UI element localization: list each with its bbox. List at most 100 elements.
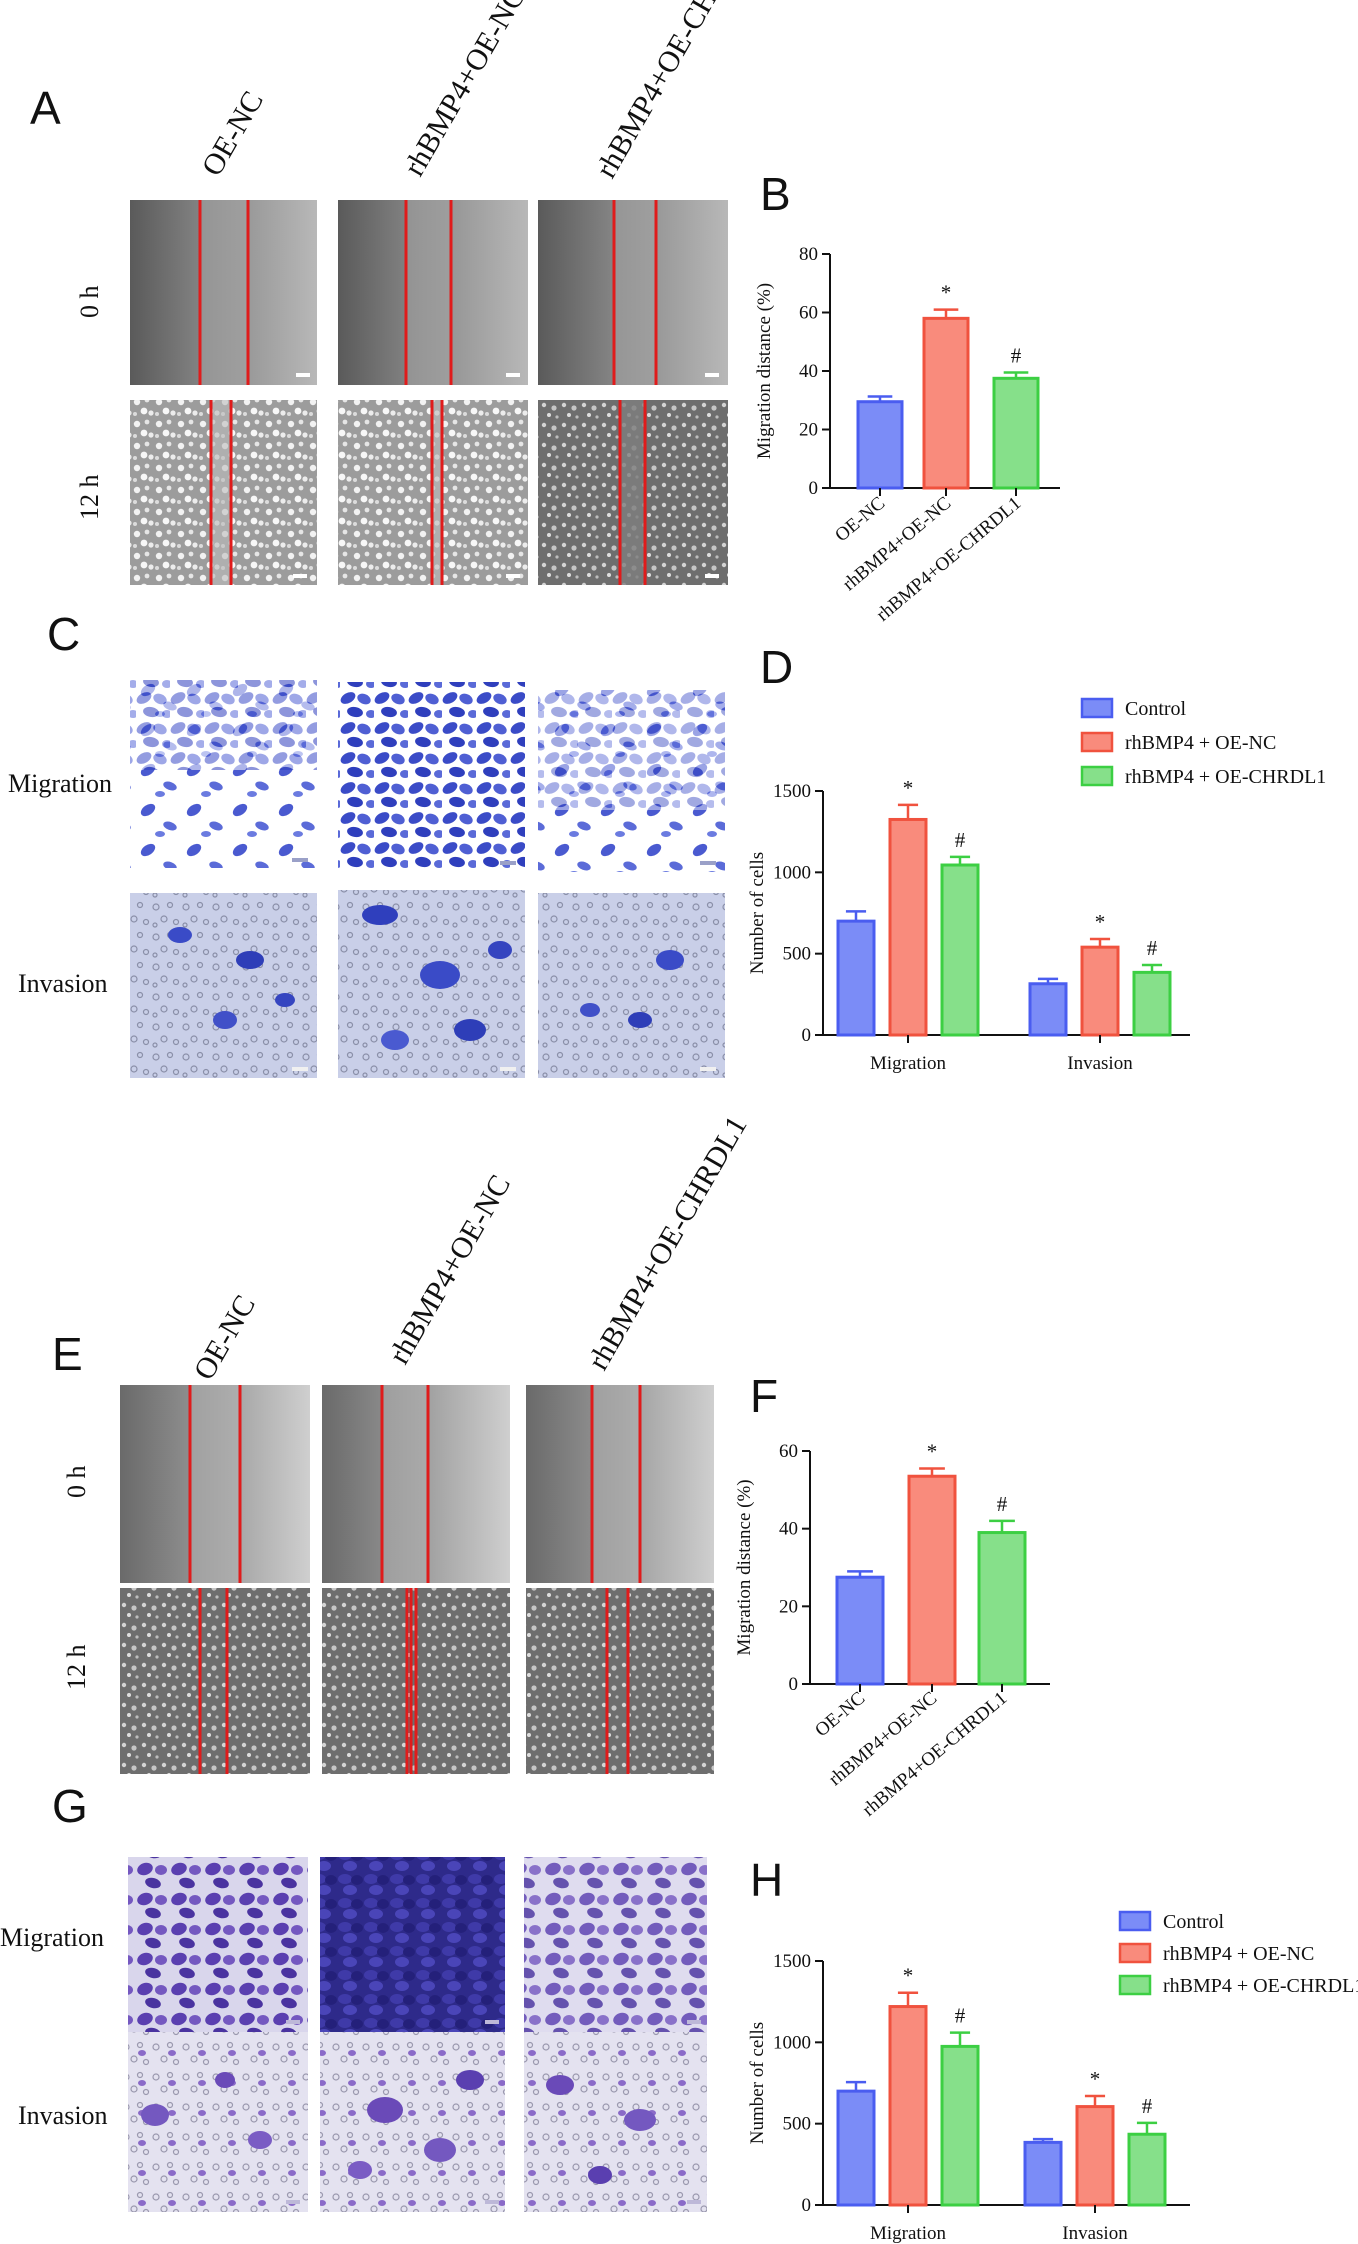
micrograph-c-migration-rhbmp4-oe-chrdl1 [538,690,725,872]
panel-c: Migration Invasion [8,680,725,1078]
bar-b-2 [992,376,1040,490]
significance-mark-d-0-2: # [955,828,966,852]
micrograph-g-invasion-rhbmp4-oe-chrdl1 [524,2032,707,2212]
bar-b-1 [922,316,970,490]
micrograph-a-12h-oe-nc [130,400,317,585]
micrograph-a-0h-oe-nc [130,200,317,385]
legend-swatch-h-1 [1118,1942,1152,1964]
micrograph-e-12h-rhbmp4-oe-nc [322,1588,510,1774]
significance-mark-h-0-2: # [955,2004,966,2028]
y-tick-label-b-3: 60 [799,303,818,324]
panel-letter-b: B [760,168,791,220]
x-tick-label-h-0: Migration [870,2223,946,2244]
micrograph-e-0h-rhbmp4-oe-chrdl1 [526,1385,714,1583]
column-label-rhbmp4-oe-nc-e: rhBMP4+OE-NC [382,1169,517,1369]
panel-letter-a: A [30,82,61,134]
bar-h-0-1 [888,2005,928,2207]
row-label-migration-c: Migration [8,769,112,798]
micrograph-c-invasion-rhbmp4-oe-chrdl1 [538,893,725,1078]
panel-letter-c: C [47,608,80,660]
bar-f-1 [907,1474,957,1686]
y-tick-label-h-1: 500 [783,2114,812,2135]
bar-h-0-2 [940,2044,980,2207]
significance-mark-b-2: # [1011,343,1022,367]
row-label-invasion-c: Invasion [18,969,108,998]
legend-label-d-2: rhBMP4 + OE-CHRDL1 [1125,766,1326,788]
bar-h-1-1 [1075,2105,1115,2207]
panel-letter-f: F [750,1370,778,1422]
micrograph-a-12h-rhbmp4-oe-chrdl1 [538,400,728,585]
panel-letter-e: E [52,1328,83,1380]
y-axis-title-d: Number of cells [747,852,768,974]
bar-f-2 [977,1531,1027,1686]
y-tick-label-h-2: 1000 [773,2032,811,2053]
micrograph-a-0h-rhbmp4-oe-chrdl1 [538,200,728,385]
y-tick-label-b-1: 20 [799,420,818,441]
legend-label-h-0: Control [1163,1911,1225,1933]
significance-mark-d-0-1: * [903,776,914,800]
row-label-0h: 0 h [75,286,104,319]
significance-mark-d-1-2: # [1147,936,1158,960]
bar-h-1-0 [1023,2140,1063,2207]
bar-h-0-0 [836,2089,876,2207]
micrograph-c-invasion-rhbmp4-oe-nc [338,890,525,1078]
chart-panel-h: 0 500 1000 1500 Number of cells * # Migration * #… [747,1910,1358,2244]
micrograph-a-0h-rhbmp4-oe-nc [338,200,528,385]
x-tick-label-d-0: Migration [870,1053,946,1074]
bar-h-1-2 [1127,2132,1167,2207]
legend-label-d-1: rhBMP4 + OE-NC [1125,732,1276,754]
bar-d-1-1 [1080,945,1120,1037]
row-label-invasion-g: Invasion [18,2101,108,2130]
row-label-migration-g: Migration [0,1923,104,1952]
y-tick-label-f-1: 20 [779,1596,798,1617]
y-tick-label-f-2: 40 [779,1519,798,1540]
legend-swatch-h-0 [1118,1910,1152,1932]
y-axis-title-h: Number of cells [747,2022,768,2144]
column-label-oe-nc: OE-NC [195,86,269,182]
significance-mark-f-2: # [997,1492,1008,1516]
panel-letter-h: H [750,1854,783,1906]
y-tick-label-b-4: 80 [799,244,818,265]
panel-letter-d: D [760,641,793,693]
y-tick-label-h-3: 1500 [773,1951,811,1972]
significance-mark-d-1-1: * [1095,910,1106,934]
significance-mark-b-1: * [941,281,952,305]
bar-d-1-0 [1028,982,1068,1037]
row-label-12h-e: 12 h [62,1645,91,1691]
bar-d-1-2 [1132,970,1172,1037]
micrograph-e-0h-oe-nc [120,1385,310,1583]
micrograph-e-12h-rhbmp4-oe-chrdl1 [526,1588,714,1774]
bar-f-0 [835,1575,885,1686]
row-label-12h: 12 h [75,475,104,521]
micrograph-g-migration-rhbmp4-oe-nc [320,1857,505,2032]
bar-d-0-2 [940,863,980,1037]
legend-swatch-d-0 [1080,697,1114,719]
y-tick-label-f-3: 60 [779,1441,798,1462]
legend-label-h-1: rhBMP4 + OE-NC [1163,1943,1314,1965]
panel-a: OE-NC rhBMP4+OE-NC rhBMP4+OE-CHRDL1 0 h … [75,0,762,585]
micrograph-c-migration-oe-nc [130,680,317,868]
column-label-rhbmp4-oe-chrdl1: rhBMP4+OE-CHRDL1 [589,0,761,184]
legend-label-h-2: rhBMP4 + OE-CHRDL1 [1163,1975,1358,1997]
x-tick-label-d-1: Invasion [1067,1053,1133,1074]
significance-mark-h-1-1: * [1090,2067,1101,2091]
significance-mark-f-1: * [927,1439,938,1463]
micrograph-e-0h-rhbmp4-oe-nc [322,1385,510,1583]
significance-mark-h-1-2: # [1142,2094,1153,2118]
x-tick-label-f-0: OE-NC [811,1688,869,1741]
bar-b-0 [856,400,904,490]
micrograph-g-invasion-oe-nc [128,2032,308,2212]
y-tick-label-h-0: 0 [802,2195,812,2216]
legend-swatch-h-2 [1118,1974,1152,1996]
micrograph-g-migration-oe-nc [128,1857,308,2032]
column-label-oe-nc-e: OE-NC [187,1290,261,1386]
y-tick-label-d-1: 500 [783,944,812,965]
y-tick-label-d-3: 1500 [773,781,811,802]
y-tick-label-b-0: 0 [809,478,819,499]
micrograph-c-migration-rhbmp4-oe-nc [338,682,525,872]
x-tick-label-b-0: OE-NC [831,493,889,546]
y-tick-label-d-0: 0 [802,1025,812,1046]
y-axis-title-b: Migration distance (%) [754,283,775,459]
